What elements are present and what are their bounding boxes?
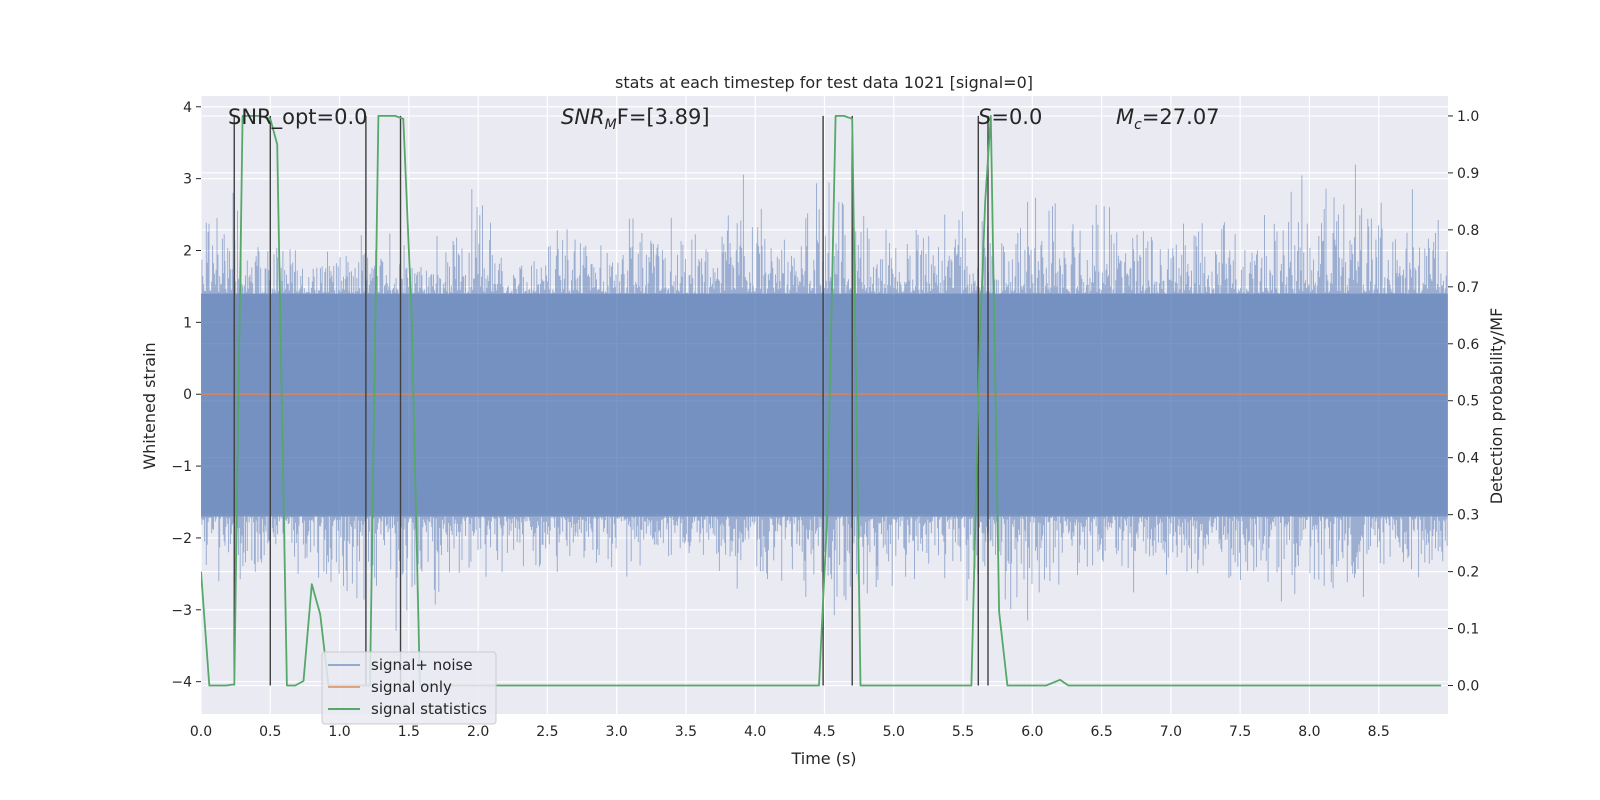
x-tick-label: 2.5	[536, 724, 558, 740]
snr-mf-sub: M	[605, 117, 617, 133]
legend-label-signal-only: signal only	[371, 678, 452, 696]
y2-tick-label: 0.9	[1457, 166, 1479, 182]
y2-tick-label: 0.7	[1457, 280, 1479, 296]
x-tick-label: 1.0	[328, 724, 350, 740]
y2-tick-label: 0.5	[1457, 394, 1479, 410]
y2-axis-label: Detection probability/MF	[1487, 308, 1506, 505]
x-tick-label: 7.5	[1229, 724, 1251, 740]
x-tick-label: 5.0	[883, 724, 905, 740]
x-tick-label: 0.5	[259, 724, 281, 740]
x-tick-label: 4.5	[813, 724, 835, 740]
x-tick-label: 6.0	[1021, 724, 1043, 740]
y-tick-label: −4	[171, 675, 192, 691]
legend: signal+ noise signal only signal statist…	[321, 651, 497, 725]
y2-tick-label: 0.6	[1457, 337, 1479, 353]
y-tick-label: 3	[183, 172, 192, 188]
annotation-s: S=0.0	[978, 105, 1042, 129]
x-tick-label: 2.0	[467, 724, 489, 740]
y2-tick-label: 0.0	[1457, 679, 1479, 695]
snr-mf-base: SNR	[561, 105, 605, 129]
x-tick-label: 8.0	[1298, 724, 1320, 740]
mc-sub: c	[1134, 117, 1142, 133]
x-tick-label: 7.0	[1160, 724, 1182, 740]
y-axis-label: Whitened strain	[140, 342, 159, 469]
x-tick-label: 3.0	[606, 724, 628, 740]
y-axis-ticks: 4 3 2 1 0 −1 −2 −3 −4	[171, 100, 201, 691]
mc-base: M	[1116, 105, 1134, 129]
x-axis-label: Time (s)	[790, 749, 856, 768]
y-tick-label: 4	[183, 100, 192, 116]
s-rest: =0.0	[991, 105, 1042, 129]
y2-axis-ticks: 1.0 0.9 0.8 0.7 0.6 0.5 0.4 0.3 0.2 0.1 0.0	[1448, 109, 1479, 695]
signal-noise-series	[201, 164, 1448, 631]
mc-rest: =27.07	[1142, 105, 1220, 129]
detection-markers	[233, 115, 989, 686]
chart-title: stats at each timestep for test data 102…	[615, 73, 1033, 92]
y-tick-label: 2	[183, 244, 192, 260]
y2-tick-label: 0.8	[1457, 223, 1479, 239]
y2-tick-label: 0.2	[1457, 565, 1479, 581]
legend-box	[321, 651, 497, 725]
x-tick-label: 8.5	[1368, 724, 1390, 740]
y-tick-label: −1	[171, 459, 192, 475]
y-tick-label: −3	[171, 603, 192, 619]
legend-label-signal-noise: signal+ noise	[371, 656, 473, 674]
y2-tick-label: 0.1	[1457, 622, 1479, 638]
y2-tick-label: 0.4	[1457, 451, 1479, 467]
x-tick-label: 5.5	[952, 724, 974, 740]
y2-tick-label: 0.3	[1457, 508, 1479, 524]
legend-label-signal-statistics: signal statistics	[371, 700, 487, 718]
annotation-snr-mf: SNRMF=[3.89]	[561, 105, 710, 133]
x-tick-label: 0.0	[190, 724, 212, 740]
annotation-mc: Mc=27.07	[1116, 105, 1220, 133]
snr-mf-rest: F=[3.89]	[617, 105, 710, 129]
y-tick-label: −2	[171, 531, 192, 547]
x-tick-label: 6.5	[1090, 724, 1112, 740]
s-var: S	[978, 105, 991, 129]
annotation-snr-opt: SNR_opt=0.0	[228, 105, 368, 130]
y2-tick-label: 1.0	[1457, 109, 1479, 125]
x-tick-label: 3.5	[675, 724, 697, 740]
y-tick-label: 0	[183, 387, 192, 403]
noise-trace	[201, 164, 1448, 631]
y-tick-label: 1	[183, 315, 192, 331]
x-tick-label: 1.5	[398, 724, 420, 740]
x-tick-label: 4.0	[744, 724, 766, 740]
x-axis-ticks: 0.0 0.5 1.0 1.5 2.0 2.5 3.0 3.5 4.0 4.5 5.0 5.5 6.0 6…	[190, 724, 1390, 740]
